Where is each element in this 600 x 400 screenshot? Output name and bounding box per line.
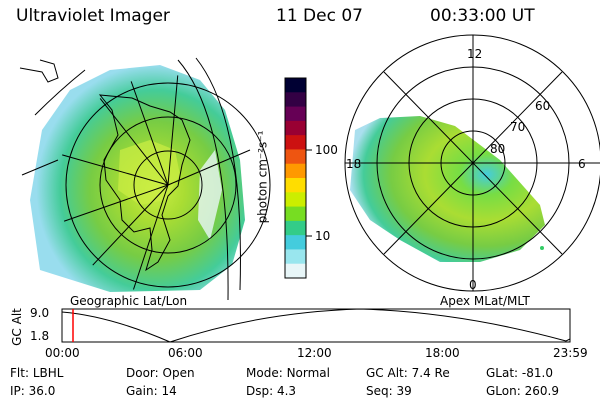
geographic-image xyxy=(19,57,271,301)
colorbar-band xyxy=(285,178,306,193)
right-panel-caption: Apex MLat/MLT xyxy=(440,294,530,308)
mlt-6-label: 6 xyxy=(578,157,586,171)
info-gain: Gain: 14 xyxy=(126,384,177,398)
apex-grid xyxy=(344,34,600,292)
colorbar-frame xyxy=(284,77,307,279)
timeline-ytick-max: 9.0 xyxy=(30,306,50,320)
info-glat: GLat: -81.0 xyxy=(486,366,553,380)
colorbar-band xyxy=(285,220,306,236)
date-label: 11 Dec 07 xyxy=(276,6,363,26)
mlat-60-label: 60 xyxy=(535,99,551,113)
timeline-xtick-3: 18:00 xyxy=(425,346,460,360)
info-door: Door: Open xyxy=(126,366,195,380)
mlat-70-label: 70 xyxy=(510,120,526,134)
info-gc-alt: GC Alt: 7.4 Re xyxy=(366,366,450,380)
colorbar-tick-100: 100 xyxy=(315,143,338,157)
mlt-0-label: 0 xyxy=(469,278,477,292)
info-ip: IP: 36.0 xyxy=(10,384,56,398)
colorbar-band xyxy=(285,92,306,108)
colorbar-band xyxy=(285,192,306,208)
time-label: 00:33:00 UT xyxy=(430,6,535,26)
colorbar-band xyxy=(285,163,306,179)
info-glon: GLon: 260.9 xyxy=(486,384,559,398)
geo-grid xyxy=(58,75,271,295)
colorbar-band xyxy=(285,149,306,165)
coastline xyxy=(98,94,191,272)
colorbar-tick-10: 10 xyxy=(315,229,331,243)
colorbar-band xyxy=(285,206,306,222)
orbit-altitude-plot xyxy=(61,308,571,343)
colorbar-band xyxy=(285,235,306,250)
colorbar-unit-label: photon cm⁻²s⁻¹ xyxy=(255,130,270,224)
timeline-xtick-1: 06:00 xyxy=(168,346,203,360)
info-dsp: Dsp: 4.3 xyxy=(246,384,297,398)
timeline-xtick-2: 12:00 xyxy=(297,346,332,360)
info-mode: Mode: Normal xyxy=(246,366,330,380)
left-panel-caption: Geographic Lat/Lon xyxy=(70,294,188,308)
colorbar xyxy=(285,78,306,279)
colorbar-band xyxy=(285,249,306,265)
colorbar-band xyxy=(285,78,306,93)
apex-image xyxy=(344,34,600,292)
timeline-ytick-min: 1.8 xyxy=(30,329,50,343)
colorbar-band xyxy=(285,263,306,279)
mlt-12-label: 12 xyxy=(467,47,483,61)
colorbar-band xyxy=(285,135,306,150)
colorbar-band xyxy=(285,120,306,136)
altitude-curve xyxy=(61,308,571,343)
timeline-ylabel: GC Alt xyxy=(9,308,24,346)
colorbar-band xyxy=(285,106,306,122)
instrument-title: Ultraviolet Imager xyxy=(16,6,170,26)
info-seq: Seq: 39 xyxy=(366,384,412,398)
timeline-xtick-4: 23:59 xyxy=(553,346,588,360)
mlat-80-label: 80 xyxy=(490,142,506,156)
info-flt: Flt: LBHL xyxy=(10,366,64,380)
timeline-xtick-0: 00:00 xyxy=(45,346,80,360)
mlt-18-label: 18 xyxy=(346,157,362,171)
